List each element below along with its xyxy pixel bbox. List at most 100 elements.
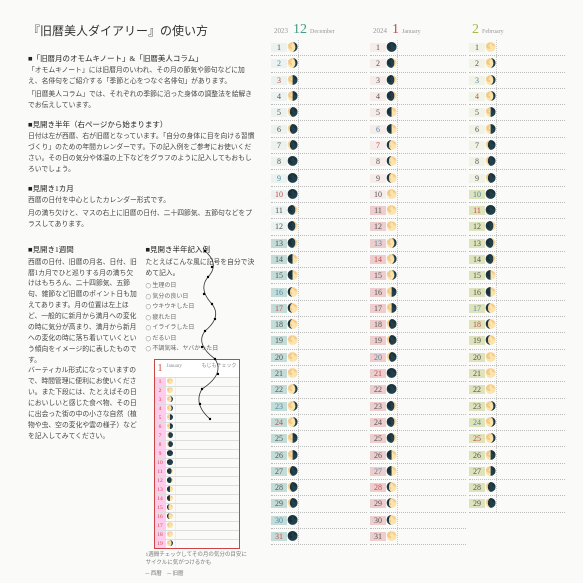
- day-space: [298, 513, 367, 528]
- day-row: 20🌕: [271, 350, 367, 366]
- day-space: [298, 268, 367, 283]
- day-space: [496, 447, 565, 462]
- legend-item: ウキウキした日: [146, 302, 256, 313]
- day-row: 4🌖: [469, 89, 565, 105]
- day-number: 28: [469, 483, 485, 492]
- day-row: 23🌖: [271, 399, 367, 415]
- moon-icon: 🌘: [287, 141, 298, 150]
- day-row: 20🌘: [370, 350, 466, 366]
- day-number: 12: [271, 222, 287, 231]
- example-calendar: 1 January もじもチェック 1🌕2🌕3🌖4🌖5🌗6🌗7🌘8🌘9🌑10🌑1…: [154, 359, 240, 550]
- moon-icon: 🌕: [386, 190, 397, 199]
- day-number: 24: [271, 418, 287, 427]
- day-space: [496, 317, 565, 332]
- moon-icon: 🌖: [386, 239, 397, 248]
- day-space: [298, 496, 367, 511]
- day-space: [397, 40, 466, 55]
- moon-icon: 🌓: [386, 108, 397, 117]
- day-number: 3: [271, 76, 287, 85]
- moon-icon: 🌔: [485, 304, 496, 313]
- day-row: 18🌔: [271, 317, 367, 333]
- day-row: 29🌘: [469, 496, 565, 512]
- day-space: [298, 382, 367, 397]
- day-space: [397, 529, 466, 544]
- weekly-heading: ■見開き1週間: [28, 244, 138, 256]
- day-row: 14🌒: [469, 252, 565, 268]
- day-number: 11: [370, 206, 386, 215]
- moon-icon: 🌓: [386, 467, 397, 476]
- moon-icon: 🌖: [485, 402, 496, 411]
- day-row: 8🌑: [271, 154, 367, 170]
- moon-icon: 🌓: [386, 125, 397, 134]
- moon-icon: 🌑: [287, 532, 298, 541]
- day-number: 3: [469, 76, 485, 85]
- month-column: 20241January1🌑2🌒3🌒4🌒5🌓6🌓7🌔8🌔9🌔10🌕11🌕12🌕1…: [370, 22, 466, 545]
- day-space: [496, 203, 565, 218]
- day-number: 25: [271, 434, 287, 443]
- day-space: [298, 40, 367, 55]
- day-space: [397, 317, 466, 332]
- moon-icon: 🌑: [287, 174, 298, 183]
- day-space: [397, 252, 466, 267]
- day-row: 6🌘: [271, 121, 367, 137]
- day-space: [298, 105, 367, 120]
- day-row: 25🌗: [271, 431, 367, 447]
- left-page: 『旧暦美人ダイアリー』の使い方 ■「旧暦月のオモムキノート」&「旧暦美人コラム」…: [0, 22, 265, 561]
- day-space: [496, 73, 565, 88]
- month-header: 2February: [469, 22, 565, 40]
- day-row: 30🌔: [370, 513, 466, 529]
- day-row: 11🌕: [370, 203, 466, 219]
- section-heading: ■「旧暦月のオモムキノート」&「旧暦美人コラム」: [28, 53, 255, 65]
- moon-icon: 🌑: [485, 190, 496, 199]
- day-row: 4🌒: [370, 89, 466, 105]
- moon-icon: 🌗: [485, 108, 496, 117]
- day-space: [397, 350, 466, 365]
- day-row: 28🌔: [370, 480, 466, 496]
- example-row: 16🌔: [155, 512, 239, 521]
- moon-icon: 🌔: [485, 320, 496, 329]
- day-number: 22: [469, 385, 485, 394]
- day-row: 26🌓: [370, 447, 466, 463]
- day-row: 29🌘: [271, 496, 367, 512]
- day-row: 7🌘: [469, 138, 565, 154]
- legend-item: 気分の良い日: [146, 292, 256, 303]
- day-number: 18: [469, 320, 485, 329]
- moon-icon: 🌗: [287, 434, 298, 443]
- section-heading: ■見開き1カ月: [28, 183, 255, 195]
- moon-icon: 🌗: [386, 288, 397, 297]
- day-row: 7🌔: [370, 138, 466, 154]
- day-number: 6: [469, 125, 485, 134]
- day-row: 11🌑: [469, 203, 565, 219]
- day-number: 6: [271, 125, 287, 134]
- day-number: 27: [469, 467, 485, 476]
- day-space: [496, 382, 565, 397]
- day-space: [298, 187, 367, 202]
- day-space: [397, 73, 466, 88]
- moon-icon: 🌔: [386, 157, 397, 166]
- moon-icon: 🌖: [287, 59, 298, 68]
- day-space: [496, 350, 565, 365]
- moon-icon: 🌒: [287, 239, 298, 248]
- day-number: 17: [271, 304, 287, 313]
- moon-icon: 🌑: [386, 385, 397, 394]
- day-row: 15🌖: [370, 268, 466, 284]
- moon-icon: 🌖: [287, 402, 298, 411]
- day-row: 1🌑: [370, 40, 466, 56]
- day-space: [298, 219, 367, 234]
- day-row: 9🌔: [370, 170, 466, 186]
- day-space: [496, 105, 565, 120]
- day-space: [397, 89, 466, 104]
- example-row: 2🌕: [155, 386, 239, 395]
- day-number: 23: [469, 402, 485, 411]
- moon-icon: 🌘: [485, 174, 496, 183]
- moon-icon: 🌓: [287, 255, 298, 264]
- day-row: 1🌖: [271, 40, 367, 56]
- day-number: 19: [271, 336, 287, 345]
- day-space: [397, 203, 466, 218]
- moon-icon: 🌗: [287, 451, 298, 460]
- day-row: 14🌖: [370, 252, 466, 268]
- day-row: 16🌓: [469, 284, 565, 300]
- footnote-b: ─ 西暦 ─ 旧暦: [146, 571, 256, 579]
- example-row: 4🌖: [155, 404, 239, 413]
- day-number: 4: [469, 92, 485, 101]
